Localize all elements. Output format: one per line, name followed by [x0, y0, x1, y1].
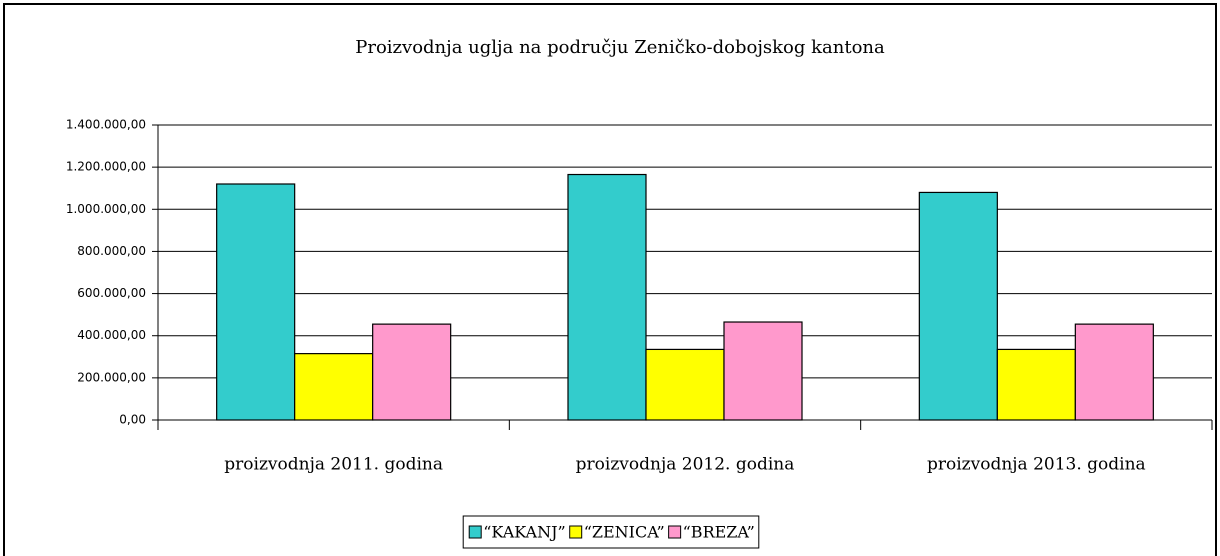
bar — [1074, 323, 1154, 421]
y-tick-label: 1.400.000,00 — [66, 118, 146, 132]
y-tick-label: 800.000,00 — [77, 244, 146, 258]
legend — [462, 515, 760, 549]
bar — [723, 321, 803, 421]
y-tick-label: 1.000.000,00 — [66, 202, 146, 216]
legend-label: “KAKANJ” — [483, 523, 566, 542]
bar — [567, 173, 647, 421]
legend-swatch — [468, 525, 482, 539]
bar — [294, 353, 374, 421]
y-tick-label: 400.000,00 — [77, 328, 146, 342]
bar — [372, 323, 452, 421]
legend-label: “BREZA” — [683, 523, 755, 542]
chart-title: Proizvodnja uglja na području Zeničko-do… — [355, 37, 885, 58]
bar — [996, 348, 1076, 421]
legend-label: “ZENICA” — [584, 523, 665, 542]
x-tick-label: proizvodnja 2011. godina — [224, 455, 443, 475]
x-tick-label: proizvodnja 2012. godina — [576, 455, 795, 475]
y-tick-label: 200.000,00 — [77, 370, 146, 384]
legend-swatch — [569, 525, 583, 539]
bar — [918, 191, 998, 421]
legend-swatch — [668, 525, 682, 539]
x-tick-label: proizvodnja 2013. godina — [927, 455, 1146, 475]
bar — [645, 348, 725, 421]
chart-frame — [3, 3, 1217, 556]
y-tick-label: 1.200.000,00 — [66, 160, 146, 174]
y-tick-label: 600.000,00 — [77, 286, 146, 300]
y-tick-label: 0,00 — [119, 413, 146, 427]
bar — [216, 183, 296, 421]
